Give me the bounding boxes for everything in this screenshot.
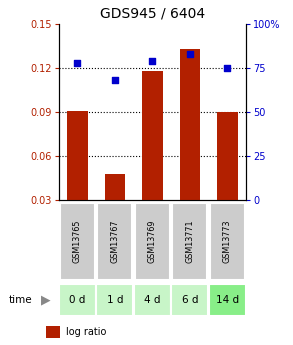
Text: time: time: [9, 295, 33, 305]
Bar: [60, 203, 95, 280]
Point: [150, 58, 155, 64]
Bar: [217, 112, 238, 200]
Point: [225, 66, 230, 71]
Bar: [97, 203, 132, 280]
Bar: [135, 203, 170, 280]
Text: GSM13771: GSM13771: [185, 220, 194, 263]
Bar: [210, 203, 245, 280]
Text: ▶: ▶: [41, 294, 51, 307]
Bar: [180, 49, 200, 200]
Bar: [209, 284, 246, 316]
Bar: [171, 284, 208, 316]
Text: 14 d: 14 d: [216, 295, 239, 305]
Text: 0 d: 0 d: [69, 295, 86, 305]
Text: GSM13767: GSM13767: [110, 220, 119, 263]
Bar: [105, 174, 125, 200]
Text: GSM13769: GSM13769: [148, 220, 157, 263]
Title: GDS945 / 6404: GDS945 / 6404: [100, 6, 205, 20]
Bar: [96, 284, 133, 316]
Text: log ratio: log ratio: [66, 327, 106, 337]
Text: 1 d: 1 d: [107, 295, 123, 305]
Bar: [172, 203, 207, 280]
Point: [188, 51, 192, 57]
Bar: [134, 284, 171, 316]
Bar: [59, 284, 96, 316]
Point: [75, 60, 80, 66]
Bar: [67, 111, 88, 200]
Text: GSM13765: GSM13765: [73, 220, 82, 263]
Bar: [46, 326, 60, 338]
Bar: [142, 71, 163, 200]
Text: 4 d: 4 d: [144, 295, 161, 305]
Text: GSM13773: GSM13773: [223, 220, 232, 263]
Point: [113, 78, 117, 83]
Text: 6 d: 6 d: [182, 295, 198, 305]
